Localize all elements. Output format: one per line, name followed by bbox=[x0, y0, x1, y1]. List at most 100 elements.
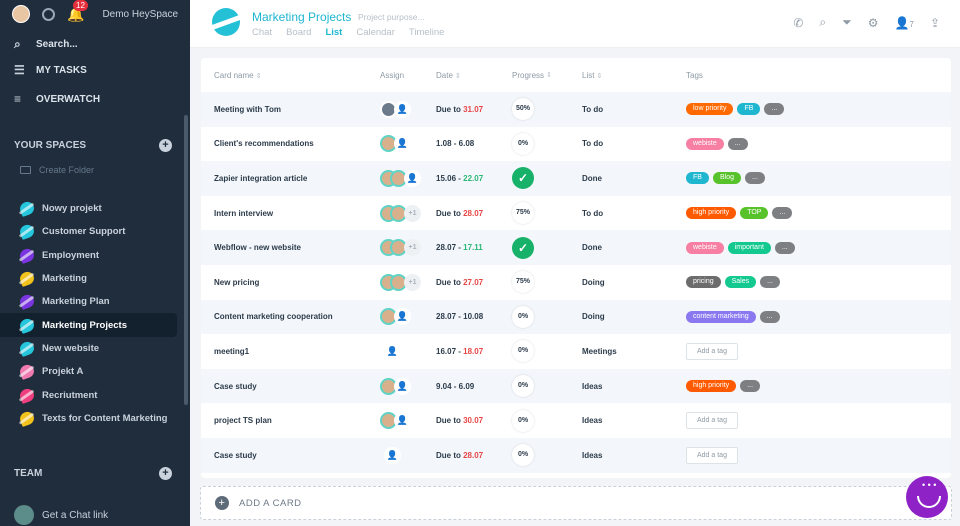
sort-icon[interactable]: ⇕ bbox=[596, 72, 603, 80]
tab-board[interactable]: Board bbox=[286, 27, 312, 38]
column-header[interactable]: Progress ⇕ bbox=[512, 71, 582, 80]
assignees[interactable]: +1 bbox=[377, 239, 436, 257]
sidebar-space-item[interactable]: Texts for Content Marketing bbox=[0, 407, 190, 430]
card-date[interactable]: Due to 28.07 bbox=[436, 209, 512, 218]
tab-list[interactable]: List bbox=[325, 27, 343, 38]
progress-percent[interactable]: 75% bbox=[512, 271, 534, 294]
card-date[interactable]: Due to 28.07 bbox=[436, 451, 512, 460]
more-tags-button[interactable]: ... bbox=[774, 241, 795, 254]
tab-calendar[interactable]: Calendar bbox=[356, 27, 395, 38]
sidebar-search[interactable]: ⌕ Search... bbox=[0, 31, 190, 57]
tag-badge[interactable]: TOP bbox=[740, 207, 769, 220]
card-date[interactable]: 28.07 - 10.08 bbox=[436, 312, 512, 321]
sidebar-space-item[interactable]: Nowy projekt bbox=[0, 197, 190, 220]
list-name[interactable]: Meetings bbox=[582, 346, 617, 356]
user-avatar[interactable] bbox=[12, 5, 30, 23]
progress-percent[interactable]: 75% bbox=[512, 202, 534, 225]
list-name[interactable]: Doing bbox=[582, 312, 605, 322]
add-assignee-icon[interactable]: 👤 bbox=[384, 342, 401, 360]
more-tags-button[interactable]: ... bbox=[759, 310, 780, 323]
more-tags-button[interactable]: ... bbox=[772, 207, 793, 220]
more-tags-button[interactable]: ... bbox=[764, 103, 785, 116]
add-assignee-icon[interactable]: 👤 bbox=[404, 169, 421, 187]
search-icon[interactable]: ⌕ bbox=[819, 15, 827, 29]
assignees[interactable]: 👤 bbox=[377, 446, 436, 464]
progress-percent[interactable]: 50% bbox=[512, 98, 534, 121]
sidebar-space-item[interactable]: Projekt A bbox=[0, 360, 190, 383]
table-row[interactable]: Intern interview +1 Due to 28.07 75% To do hi… bbox=[201, 196, 951, 231]
get-chat-link[interactable]: Get a Chat link bbox=[14, 505, 108, 525]
card-name[interactable]: Zapier integration article bbox=[214, 173, 308, 183]
progress-complete-check-icon[interactable]: ✓ bbox=[512, 167, 534, 190]
add-tag-button[interactable]: Add a tag bbox=[686, 412, 738, 430]
table-row[interactable]: project TS plan 👤 Due to 30.07 0% Ideas Add a… bbox=[201, 403, 951, 438]
tag-badge[interactable]: high priority bbox=[686, 207, 737, 220]
sidebar-my-tasks[interactable]: ☰ MY TASKS bbox=[0, 57, 190, 83]
tag-badge[interactable]: low priority bbox=[686, 103, 734, 116]
add-assignee-icon[interactable]: 👤 bbox=[394, 135, 411, 153]
table-row[interactable]: Client's recommendations 👤 1.08 - 6.08 0% To… bbox=[201, 127, 951, 162]
sidebar-overwatch[interactable]: ≡ OVERWATCH bbox=[0, 86, 190, 112]
card-date[interactable]: 1.08 - 6.08 bbox=[436, 139, 512, 148]
add-space-plus-icon[interactable]: + bbox=[159, 138, 172, 152]
tag-badge[interactable]: Blog bbox=[712, 172, 741, 185]
add-assignee-icon[interactable]: 👤 bbox=[394, 100, 411, 118]
list-name[interactable]: Ideas bbox=[582, 450, 603, 460]
add-assignee-icon[interactable]: 👤 bbox=[384, 446, 401, 464]
card-name[interactable]: Client's recommendations bbox=[214, 139, 314, 149]
sidebar-space-item[interactable]: Marketing Plan bbox=[0, 290, 190, 313]
add-tag-button[interactable]: Add a tag bbox=[686, 342, 738, 360]
chat-icon[interactable] bbox=[42, 7, 55, 21]
add-assignee-icon[interactable]: 👤 bbox=[394, 412, 411, 430]
card-name[interactable]: Intern interview bbox=[214, 208, 274, 218]
sidebar-scrollbar[interactable] bbox=[184, 115, 188, 405]
sort-icon[interactable]: ⇕ bbox=[454, 72, 461, 80]
tag-badge[interactable]: pricing bbox=[686, 276, 721, 289]
column-header[interactable]: Date ⇕ bbox=[436, 71, 512, 80]
members-icon[interactable]: 👤7 bbox=[894, 15, 914, 30]
table-row[interactable]: Content marketing cooperation 👤 28.07 - 10… bbox=[201, 299, 951, 335]
sort-icon[interactable]: ⇕ bbox=[546, 72, 552, 79]
tab-timeline[interactable]: Timeline bbox=[408, 27, 445, 38]
card-date[interactable]: Due to 31.07 bbox=[436, 105, 512, 114]
add-team-plus-icon[interactable]: + bbox=[159, 466, 172, 480]
list-name[interactable]: Ideas bbox=[582, 416, 603, 426]
card-date[interactable]: Due to 27.07 bbox=[436, 278, 512, 287]
card-date[interactable]: 16.07 - 18.07 bbox=[436, 347, 512, 356]
card-date[interactable]: Due to 30.07 bbox=[436, 416, 512, 425]
assignees[interactable]: +1 bbox=[377, 204, 436, 222]
tab-chat[interactable]: Chat bbox=[252, 27, 273, 38]
table-row[interactable]: New pricing +1 Due to 27.07 75% Doing pricing… bbox=[201, 265, 951, 300]
assignees[interactable]: 👤 bbox=[377, 135, 436, 153]
progress-percent[interactable]: 0% bbox=[512, 409, 534, 432]
add-card-button[interactable]: + ADD A CARD bbox=[200, 486, 952, 520]
tag-badge[interactable]: FB bbox=[737, 103, 761, 116]
sidebar-space-item[interactable]: Employment bbox=[0, 244, 190, 267]
tag-badge[interactable]: important bbox=[727, 241, 771, 254]
sidebar-space-item[interactable]: Recriutment bbox=[0, 383, 190, 406]
chat-widget-icon[interactable] bbox=[906, 476, 948, 518]
assignees[interactable]: 👤 bbox=[377, 377, 436, 395]
tag-badge[interactable]: Sales bbox=[724, 276, 757, 289]
tag-badge[interactable]: high priority bbox=[686, 380, 737, 393]
more-tags-button[interactable]: ... bbox=[727, 137, 748, 150]
list-name[interactable]: Ideas bbox=[582, 381, 603, 391]
add-tag-button[interactable]: Add a tag bbox=[686, 446, 738, 464]
share-icon[interactable]: ⇪ bbox=[929, 15, 940, 30]
gear-icon[interactable]: ⚙ bbox=[867, 15, 879, 30]
card-name[interactable]: New pricing bbox=[214, 277, 260, 287]
table-row[interactable]: Case study 👤 9.04 - 6.09 0% Ideas high priori… bbox=[201, 368, 951, 404]
progress-percent[interactable]: 0% bbox=[512, 132, 534, 155]
tag-badge[interactable]: webiste bbox=[686, 241, 724, 254]
progress-percent[interactable]: 0% bbox=[512, 444, 534, 467]
filter-icon[interactable]: ⏷ bbox=[842, 15, 852, 29]
project-purpose-input[interactable]: Project purpose... bbox=[358, 12, 425, 22]
list-name[interactable]: Done bbox=[582, 173, 602, 183]
assignees[interactable]: 👤 bbox=[377, 169, 436, 187]
add-assignee-icon[interactable]: 👤 bbox=[394, 377, 411, 395]
assignees[interactable]: 👤 bbox=[377, 100, 436, 118]
progress-complete-check-icon[interactable]: ✓ bbox=[512, 236, 534, 259]
more-tags-button[interactable]: ... bbox=[740, 380, 761, 393]
tag-badge[interactable]: webiste bbox=[686, 137, 724, 150]
column-header[interactable]: Card name ⇕ bbox=[201, 71, 377, 80]
